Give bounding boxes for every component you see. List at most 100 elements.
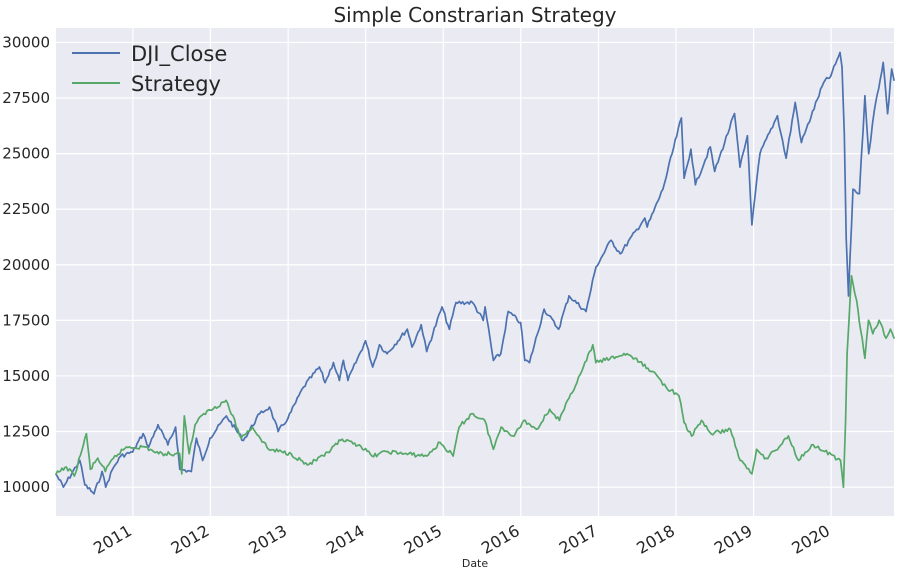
data-point (411, 346, 413, 348)
data-point (203, 412, 205, 415)
data-point (810, 444, 813, 446)
data-point (167, 444, 169, 446)
data-point (855, 299, 858, 302)
data-point (441, 306, 443, 308)
data-point (765, 457, 767, 460)
data-point (302, 386, 305, 388)
data-point (842, 486, 845, 488)
data-point (242, 439, 245, 442)
data-point (822, 81, 825, 84)
data-point (662, 188, 664, 190)
series-lines (55, 51, 895, 495)
data-point (824, 450, 826, 453)
data-point (157, 452, 160, 455)
series-strategy (55, 275, 895, 488)
data-point (338, 379, 341, 382)
data-point (55, 473, 57, 476)
data-point (751, 224, 753, 226)
data-point (683, 177, 685, 179)
data-point (492, 359, 495, 362)
data-point (195, 437, 198, 440)
data-point (425, 455, 428, 457)
data-point (84, 484, 86, 486)
data-point (268, 406, 271, 408)
data-point (893, 337, 895, 339)
data-point (568, 295, 570, 297)
data-point (548, 408, 551, 411)
data-point (558, 419, 561, 422)
data-point (267, 448, 270, 451)
data-point (157, 424, 159, 426)
data-point (386, 352, 388, 355)
data-point (794, 101, 796, 104)
data-point (358, 444, 361, 446)
data-point (101, 470, 103, 473)
data-point (201, 459, 204, 462)
data-point (847, 295, 850, 297)
data-point (651, 370, 654, 373)
data-point (746, 135, 749, 137)
data-point (845, 237, 847, 239)
series-line (55, 275, 895, 488)
data-point (364, 340, 367, 342)
data-point (183, 415, 186, 417)
data-point (694, 183, 697, 186)
data-point (178, 452, 181, 455)
data-point (785, 157, 787, 159)
data-point (850, 275, 853, 277)
data-point (112, 457, 115, 460)
data-point (751, 473, 753, 475)
data-point (690, 435, 693, 437)
data-point (482, 319, 485, 322)
data-point (619, 252, 621, 255)
y-tick-label: 25000 (2, 145, 50, 163)
chart-title: Simple Constrarian Strategy (333, 3, 616, 27)
data-point (174, 426, 177, 428)
data-point (700, 419, 703, 422)
data-point (830, 75, 832, 77)
plot-area (56, 28, 894, 516)
data-point (878, 319, 880, 322)
data-point (543, 308, 545, 311)
data-point (104, 486, 107, 488)
data-point (240, 437, 242, 440)
data-point (323, 455, 326, 457)
x-axis-label: Date (462, 557, 489, 570)
y-tick-label: 15000 (2, 367, 50, 385)
y-tick-label: 30000 (2, 33, 50, 51)
data-point (89, 468, 92, 471)
data-point (759, 152, 761, 155)
data-point (843, 132, 846, 135)
data-point (864, 357, 866, 360)
data-point (733, 112, 736, 115)
data-point (710, 432, 712, 435)
data-point (97, 457, 99, 460)
data-point (852, 188, 854, 190)
data-point (448, 328, 451, 331)
data-point (846, 352, 848, 355)
data-point (131, 451, 134, 453)
data-point (644, 217, 646, 219)
y-axis-ticks: 10000 12500 15000 17500 20000 22500 25000 27500… (2, 33, 50, 496)
data-point (290, 452, 292, 455)
data-point (568, 397, 570, 400)
data-point (458, 426, 461, 428)
data-point (251, 426, 254, 428)
data-point (519, 321, 522, 324)
data-point (882, 61, 884, 64)
grid-lines (56, 28, 894, 516)
data-point (387, 450, 389, 453)
data-point (65, 466, 68, 468)
data-point (287, 417, 289, 420)
data-point (85, 432, 88, 435)
data-point (500, 352, 502, 355)
data-point (523, 419, 525, 422)
series-dji-close (55, 51, 895, 495)
data-point (190, 470, 193, 473)
data-point (595, 266, 597, 268)
y-tick-label: 22500 (2, 200, 50, 218)
data-point (403, 452, 406, 455)
data-point (93, 493, 95, 495)
